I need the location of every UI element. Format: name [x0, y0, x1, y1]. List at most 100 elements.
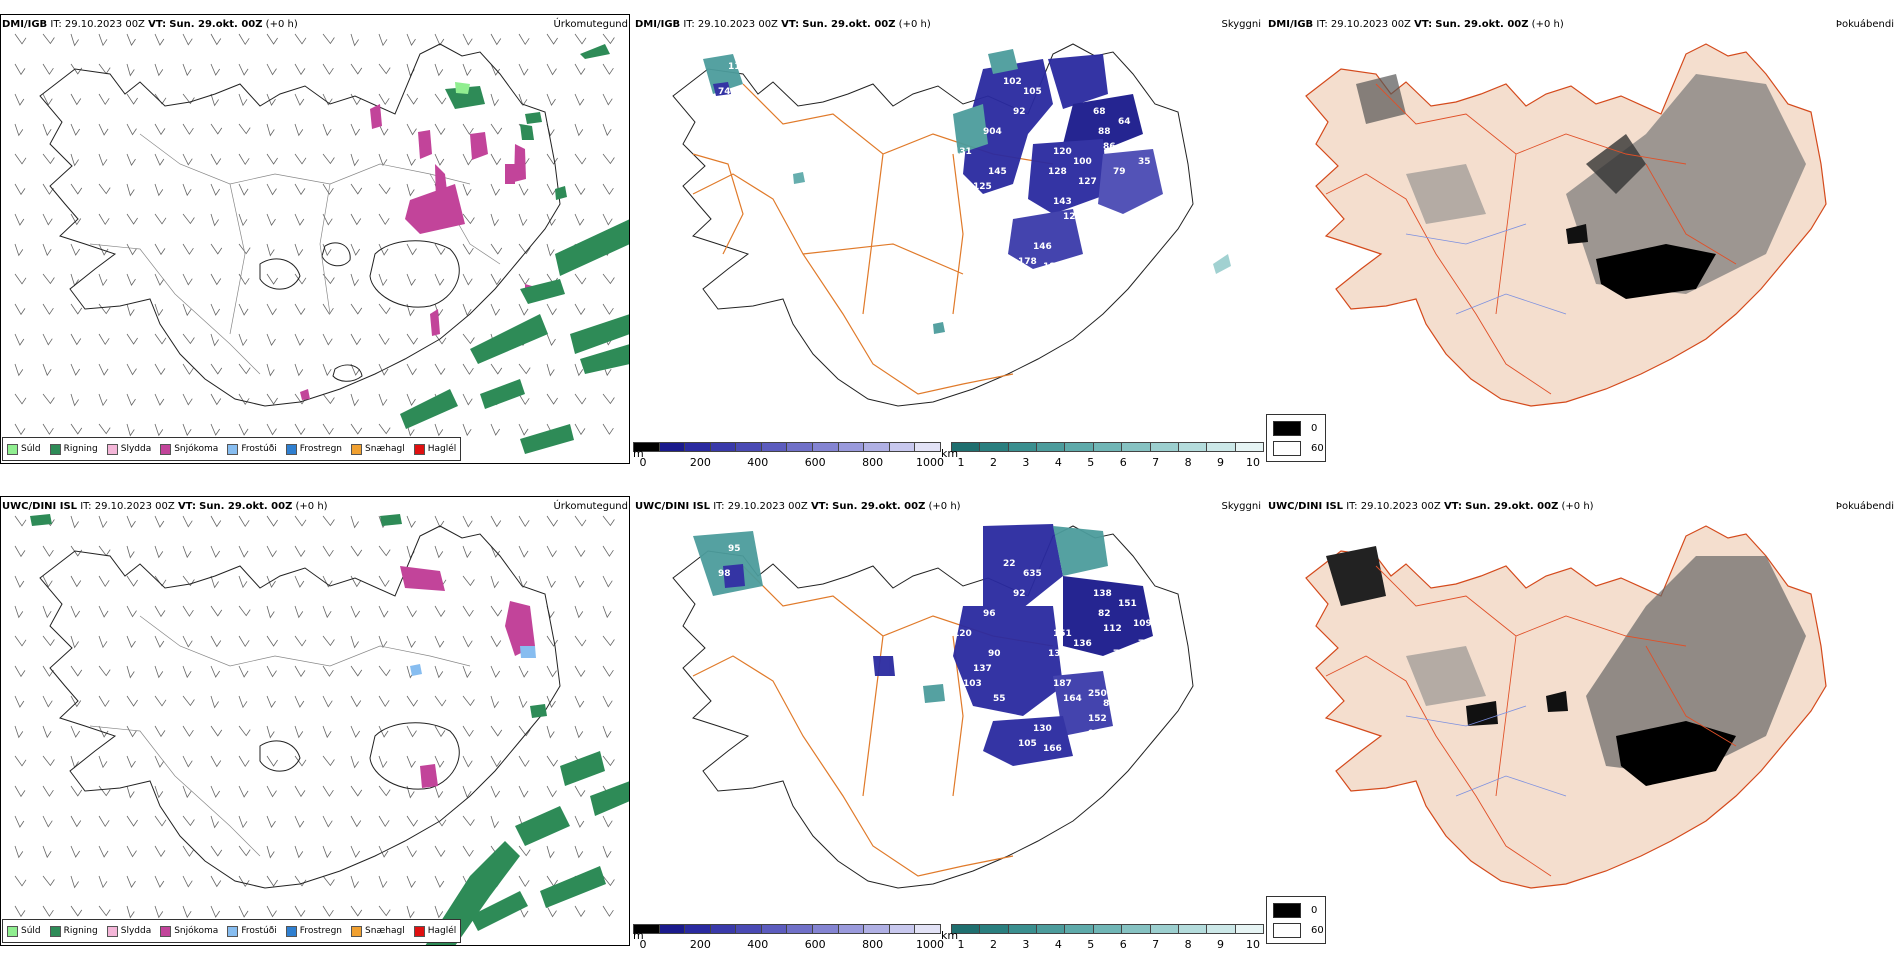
- wind-barb: [182, 213, 195, 225]
- wind-barb: [378, 815, 390, 828]
- colorbar-tick-label: 9: [1217, 456, 1225, 469]
- wind-barb: [546, 575, 556, 588]
- wind-barb: [546, 33, 558, 45]
- colorbar-segment: [1092, 442, 1123, 452]
- low-cloud-areas: [703, 49, 1231, 334]
- iceland-outline: [672, 43, 1194, 407]
- wind-barb: [70, 123, 81, 136]
- wind-barb: [210, 605, 223, 617]
- wind-barb: [378, 575, 390, 588]
- wind-barb: [266, 575, 276, 588]
- wind-barb: [14, 213, 25, 226]
- visibility-value-label: 166: [1043, 744, 1062, 754]
- fog-field: [1356, 74, 1806, 299]
- wind-barb: [98, 183, 111, 195]
- wind-barb: [462, 785, 472, 799]
- wind-barb: [350, 515, 359, 529]
- wind-barb: [350, 63, 363, 75]
- wind-barb: [490, 33, 502, 46]
- wind-barb: [574, 183, 586, 196]
- colorbar-tick-label: 3: [1022, 456, 1030, 469]
- legend-item-rigning: Rigning: [49, 925, 98, 937]
- wind-barb: [126, 153, 136, 166]
- wind-barb: [182, 423, 192, 437]
- wind-barb: [126, 785, 135, 799]
- wind-barb: [14, 183, 26, 196]
- colorbar-segment: [786, 924, 814, 934]
- wind-barb: [294, 875, 307, 887]
- wind-barb: [126, 845, 137, 858]
- wind-barb: [322, 575, 333, 588]
- wind-barb: [378, 183, 391, 195]
- wind-barb: [490, 545, 501, 558]
- wind-barb: [406, 393, 416, 406]
- visibility-value-label: 904: [983, 127, 1002, 137]
- visibility-value-label: 89: [1103, 699, 1116, 709]
- wind-barb: [350, 665, 363, 677]
- legend-item-snjokoma: Snjókoma: [160, 925, 218, 937]
- wind-barb: [546, 213, 556, 226]
- wind-barb: [518, 575, 528, 589]
- wind-barb: [154, 815, 167, 827]
- visibility-value-label: 152: [1088, 714, 1107, 724]
- wind-barb: [322, 815, 333, 828]
- wind-barb: [574, 605, 584, 619]
- wind-barb: [322, 755, 335, 767]
- legend-item-snjokoma: Snjókoma: [160, 443, 218, 455]
- panel-variable: Þokuábendi: [1835, 501, 1894, 512]
- wind-barb: [154, 875, 165, 888]
- visibility-value-label: 22: [1003, 559, 1016, 569]
- wind-barb: [210, 333, 219, 347]
- wind-barb: [238, 725, 251, 737]
- panel-variable: Þokuábendi: [1835, 19, 1894, 30]
- wind-barb: [182, 153, 193, 166]
- wind-barb: [238, 905, 249, 918]
- wind-barb: [266, 123, 275, 137]
- wind-barb: [518, 393, 530, 406]
- wind-barb: [294, 755, 307, 767]
- wind-barb: [210, 785, 221, 798]
- wind-barb: [350, 33, 359, 47]
- wind-barb: [210, 875, 222, 888]
- wind-barb: [602, 725, 612, 739]
- visibility-value-label: 127: [1078, 177, 1097, 187]
- wind-barb: [546, 695, 556, 708]
- wind-barb: [574, 393, 587, 405]
- colorbar-tick-label: 10: [1246, 938, 1260, 951]
- wind-barb: [602, 845, 612, 859]
- wind-barb: [42, 575, 53, 588]
- colorbar-segment: [709, 924, 737, 934]
- wind-barb: [490, 153, 502, 166]
- wind-barb: [602, 515, 615, 527]
- wind-barb: [406, 153, 416, 166]
- wind-barb: [490, 785, 501, 798]
- wind-barb: [406, 243, 417, 256]
- wind-barb: [462, 515, 473, 528]
- wind-barb: [406, 635, 416, 648]
- ceiling-unit: m: [633, 929, 644, 942]
- wind-barb: [294, 785, 306, 798]
- wind-barb: [70, 725, 81, 738]
- wind-barb: [490, 515, 502, 528]
- wind-barb: [490, 273, 502, 286]
- wind-barb: [14, 635, 27, 647]
- wind-barb: [266, 333, 276, 346]
- wind-barb: [126, 303, 135, 317]
- wind-barb: [126, 93, 138, 105]
- wind-barb: [182, 605, 194, 617]
- wind-barb: [518, 695, 528, 709]
- wind-barbs: [14, 515, 615, 919]
- wind-barb: [182, 695, 195, 707]
- visibility-value-label: 79: [1113, 167, 1126, 177]
- colorbar-segment: [658, 924, 686, 934]
- glacier-vatnajokull: [369, 240, 460, 308]
- wind-barb: [182, 303, 192, 317]
- wind-barb: [98, 785, 111, 797]
- colorbar-tick-label: 200: [689, 938, 711, 951]
- visibility-value-label: 120: [1053, 147, 1072, 157]
- visibility-value-label: 222: [1073, 257, 1092, 267]
- visibility-value-label: 92: [1013, 589, 1026, 599]
- wind-barb: [210, 725, 223, 737]
- panel-title: UWC/DINI ISL IT: 29.10.2023 00Z VT: Sun.…: [635, 501, 961, 512]
- wind-barb: [406, 755, 416, 768]
